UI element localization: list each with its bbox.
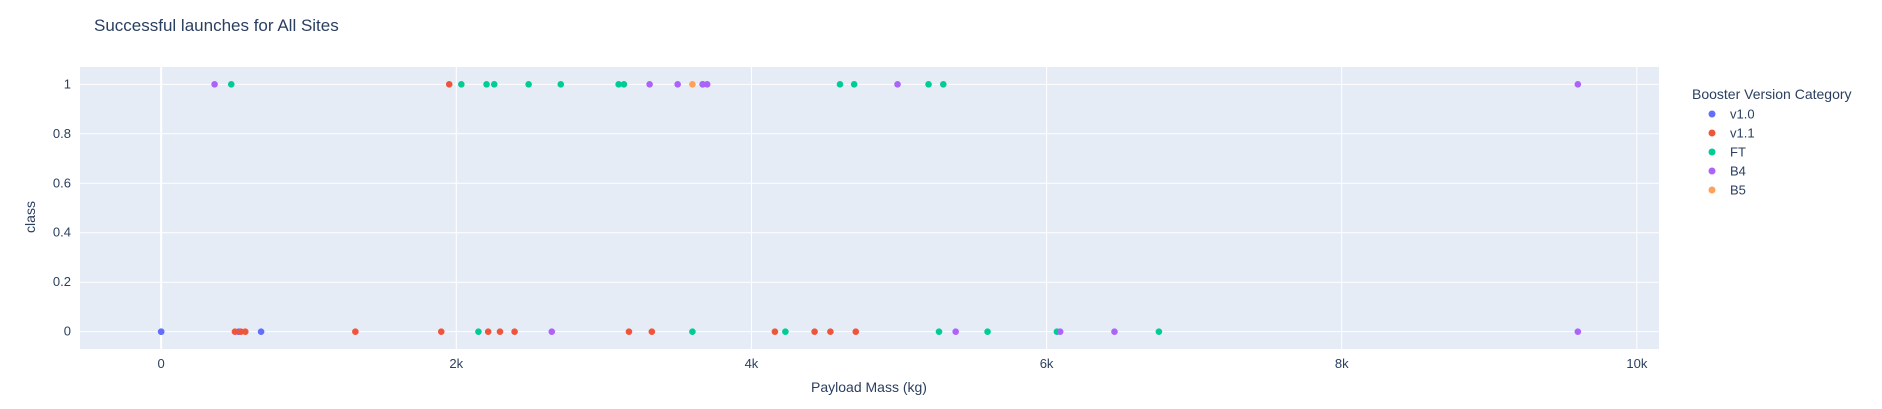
data-point-v1-1 <box>231 328 239 335</box>
data-point-v1-1 <box>648 328 656 335</box>
data-point-ft <box>475 328 482 335</box>
y-tick-label: 0.6 <box>53 175 71 190</box>
data-point-v1-1 <box>511 328 518 335</box>
data-point-v1-0 <box>257 328 265 335</box>
data-point-ft <box>227 81 235 88</box>
data-point-ft <box>850 81 858 88</box>
data-point-v1-1 <box>241 328 249 335</box>
x-tick-label: 2k <box>449 356 463 371</box>
data-point-v1-1 <box>625 328 633 335</box>
data-point-ft <box>939 81 947 88</box>
data-point-ft <box>689 328 696 335</box>
data-point-v1-0 <box>157 328 165 335</box>
data-point-ft <box>525 81 532 88</box>
data-point-ft <box>1155 328 1163 335</box>
data-point-b4 <box>548 328 556 335</box>
legend-marker <box>1708 186 1716 194</box>
legend-marker <box>1708 110 1716 118</box>
legend-marker <box>1708 129 1716 137</box>
data-point-ft <box>458 81 465 88</box>
y-tick-label: 0.2 <box>53 274 71 289</box>
y-tick-labels: 0 0.2 0.4 0.6 0.8 1 <box>53 76 71 338</box>
x-tick-labels: 0 2k 4k 6k 8k 10k <box>158 356 1648 371</box>
data-point-ft <box>782 328 789 335</box>
legend-item-b5[interactable]: B5 <box>1708 183 1746 198</box>
legend-item-v1-1[interactable]: v1.1 <box>1708 126 1755 141</box>
y-axis-label: class <box>22 201 38 233</box>
x-tick-label: 10k <box>1626 356 1647 371</box>
data-point-ft <box>615 81 622 88</box>
y-tick-label: 0 <box>64 324 71 339</box>
data-point-v1-1 <box>771 328 779 335</box>
x-tick-label: 8k <box>1335 356 1349 371</box>
legend-label: v1.1 <box>1730 126 1755 141</box>
data-point-v1-1 <box>437 328 445 335</box>
data-point-b4 <box>646 81 653 88</box>
data-point-v1-1 <box>445 81 453 88</box>
legend-label: FT <box>1730 145 1746 160</box>
data-point-b4 <box>1574 328 1582 335</box>
legend-title: Booster Version Category <box>1692 86 1852 102</box>
plot-area <box>80 67 1659 349</box>
legend-label: v1.0 <box>1730 107 1755 122</box>
y-tick-label: 1 <box>64 76 71 91</box>
data-point-v1-1 <box>352 328 359 335</box>
data-point-b4 <box>952 328 959 335</box>
data-point-v1-1 <box>811 328 818 335</box>
x-tick-label: 0 <box>158 356 165 371</box>
x-axis-label: Payload Mass (kg) <box>811 379 927 395</box>
legend-item-v1-0[interactable]: v1.0 <box>1708 107 1755 122</box>
legend-label: B5 <box>1730 183 1746 198</box>
data-point-v1-1 <box>852 328 860 335</box>
legend-item-b4[interactable]: B4 <box>1708 164 1746 179</box>
data-point-ft <box>490 81 498 88</box>
legend-label: B4 <box>1730 164 1746 179</box>
data-point-ft <box>620 81 628 88</box>
data-point-b4 <box>1056 328 1064 335</box>
data-point-ft <box>935 328 943 335</box>
data-points <box>157 81 1582 335</box>
legend[interactable]: Booster Version Category v1.0 v1.1 FT B4 B5 <box>1692 86 1852 198</box>
data-point-ft <box>483 81 490 88</box>
x-tick-label: 4k <box>745 356 759 371</box>
y-tick-label: 0.8 <box>53 126 71 141</box>
data-point-b5 <box>689 81 696 88</box>
x-tick-label: 6k <box>1040 356 1054 371</box>
data-point-ft <box>557 81 565 88</box>
data-point-b4 <box>894 81 901 88</box>
legend-item-ft[interactable]: FT <box>1708 145 1746 160</box>
data-point-ft <box>984 328 991 335</box>
y-tick-label: 0.4 <box>53 225 71 240</box>
data-point-b4 <box>211 81 218 88</box>
legend-items[interactable]: v1.0 v1.1 FT B4 B5 <box>1708 107 1755 198</box>
legend-marker <box>1708 167 1716 175</box>
data-point-v1-1 <box>827 328 834 335</box>
data-point-b4 <box>699 81 707 88</box>
data-point-b4 <box>1574 81 1582 88</box>
data-point-b4 <box>674 81 681 88</box>
data-point-v1-1 <box>496 328 504 335</box>
data-point-ft <box>925 81 932 88</box>
legend-marker <box>1708 148 1716 156</box>
data-point-ft <box>836 81 844 88</box>
gridlines <box>80 67 1659 349</box>
data-point-v1-1 <box>484 328 492 335</box>
chart-title: Successful launches for All Sites <box>94 16 339 35</box>
data-point-b4 <box>1111 328 1118 335</box>
